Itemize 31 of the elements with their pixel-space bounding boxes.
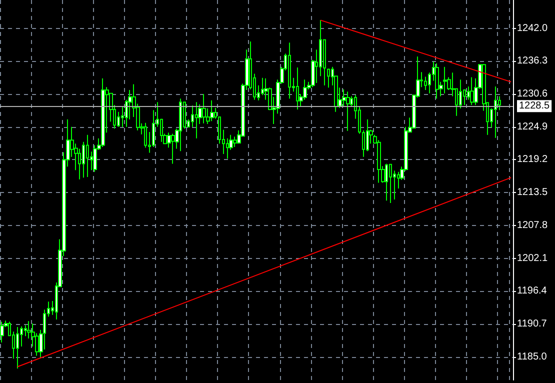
y-tick-label: 1230.6 <box>517 88 548 100</box>
candlestick <box>443 66 447 94</box>
y-tick-label: 1236.3 <box>517 56 548 67</box>
y-tick-label: 1207.8 <box>517 220 548 231</box>
y-tick-label: 1219.2 <box>517 154 548 166</box>
candlestick <box>288 42 291 100</box>
y-tick-label: 1213.5 <box>517 187 548 198</box>
candlestick <box>202 93 206 124</box>
candlestick <box>0 321 4 344</box>
ref-line-label: 1228.5 <box>519 100 550 112</box>
candlestick <box>385 163 388 202</box>
candlestick <box>435 62 439 100</box>
y-tick-label: 1224.9 <box>517 121 548 132</box>
candlestick <box>296 66 299 110</box>
candlestick <box>210 100 214 122</box>
y-tick-label: 1196.4 <box>517 286 548 297</box>
candlestick <box>494 86 497 138</box>
y-tick-label: 1242.0 <box>517 22 548 34</box>
y-tick-label: 1202.1 <box>517 252 548 264</box>
candlestick <box>101 78 105 148</box>
candlestick <box>16 326 19 369</box>
y-tick-label: 1185.0 <box>517 351 548 362</box>
candlestick <box>86 134 89 178</box>
candlestick <box>389 164 392 204</box>
candlestick <box>470 76 474 106</box>
candlestick <box>424 76 427 90</box>
candlestick <box>179 98 182 152</box>
candlestick <box>195 102 198 139</box>
candlestick <box>346 91 350 132</box>
candlestick <box>327 68 330 88</box>
y-tick-label: 1190.7 <box>517 318 548 330</box>
